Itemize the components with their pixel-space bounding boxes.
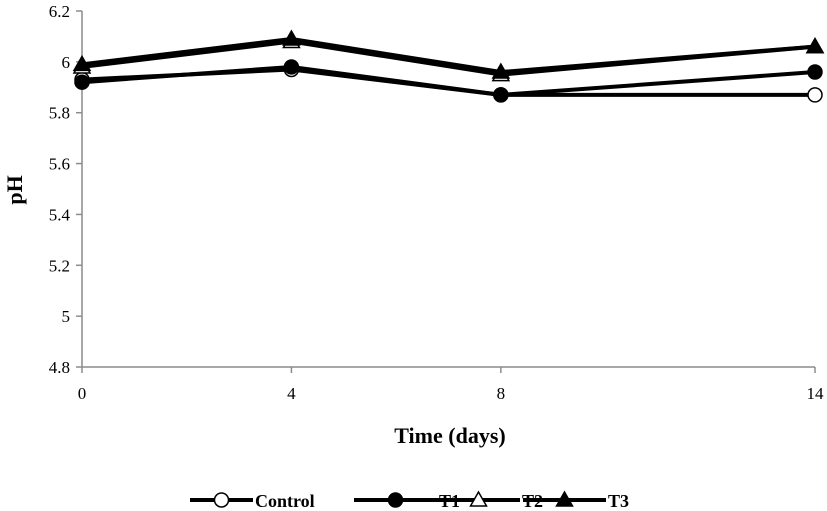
y-tick-label: 6.2 bbox=[49, 2, 70, 21]
y-axis-ticks: 4.8 5 5.2 5.4 5.6 5.8 6 6.2 bbox=[49, 2, 82, 377]
data-point-t3 bbox=[72, 54, 92, 72]
series-line-t2 bbox=[81, 39, 816, 77]
data-point-t3 bbox=[282, 29, 301, 46]
legend-marker-control bbox=[213, 492, 230, 508]
legend: ControlT1T2T3 bbox=[190, 490, 629, 511]
data-point-control bbox=[807, 87, 823, 103]
x-axis-ticks: 0 4 8 14 bbox=[78, 367, 824, 403]
x-tick-label: 8 bbox=[497, 384, 506, 403]
y-tick-label: 5.4 bbox=[49, 205, 71, 224]
x-axis-title: Time (days) bbox=[394, 423, 505, 448]
x-tick-label: 4 bbox=[287, 384, 296, 403]
x-tick-label: 0 bbox=[78, 384, 87, 403]
data-point-t3 bbox=[805, 37, 825, 54]
data-point-t1 bbox=[493, 87, 509, 103]
y-tick-label: 5.8 bbox=[49, 104, 70, 123]
data-point-t1 bbox=[283, 59, 300, 75]
y-tick-label: 6 bbox=[62, 53, 71, 72]
data-point-t3 bbox=[491, 62, 511, 79]
legend-marker-t1 bbox=[387, 492, 404, 508]
legend-label-t3: T3 bbox=[608, 491, 629, 511]
legend-label-control: Control bbox=[255, 491, 315, 511]
y-tick-label: 5.6 bbox=[49, 155, 70, 174]
data-point-t1 bbox=[807, 64, 823, 80]
x-tick-label: 14 bbox=[807, 384, 825, 403]
y-tick-label: 4.8 bbox=[49, 358, 70, 377]
series-line-t1 bbox=[81, 64, 816, 97]
series-markers bbox=[72, 29, 825, 103]
legend-marker-t3 bbox=[555, 490, 574, 507]
legend-marker-t2 bbox=[469, 490, 488, 507]
series-lines bbox=[81, 36, 816, 97]
y-tick-label: 5 bbox=[62, 307, 71, 326]
y-tick-label: 5.2 bbox=[49, 256, 70, 275]
y-axis-title: pH bbox=[2, 175, 27, 204]
data-point-t1 bbox=[74, 74, 90, 90]
series-line-t3 bbox=[81, 36, 816, 75]
